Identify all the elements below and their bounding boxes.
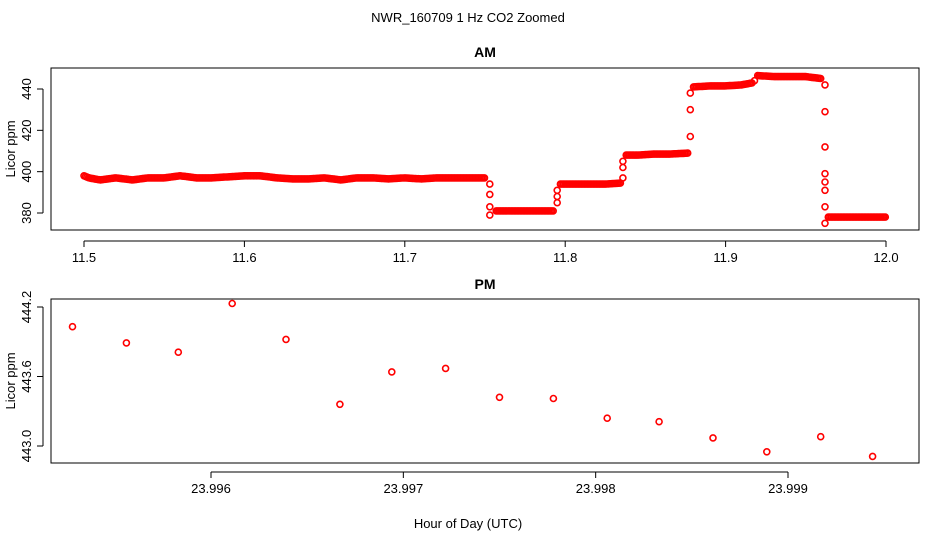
am-plot-frame [50,67,920,231]
am-y-tick-label: 400 [19,161,34,183]
am-axes: 11.5 11.6 11.7 11.8 11.9 12.0 380 400 420 440 [19,78,899,265]
pm-data-point [336,400,344,409]
am-data-point [821,169,829,178]
pm-data-point [603,414,612,423]
pm-data-point [762,447,771,456]
am-ylabel: Licor ppm [3,120,18,177]
am-y-tick-label: 380 [19,202,34,224]
pm-data-point [709,434,717,442]
pm-x-tick-label: 23.998 [576,481,616,496]
pm-data-point [68,322,77,331]
am-x-tick-label: 11.7 [393,250,417,265]
am-x-tick-label: 12.0 [873,250,898,265]
am-data-point [821,178,829,186]
am-y-tick-label: 420 [19,119,34,141]
am-data-point [686,105,695,114]
pm-data-points [68,299,877,461]
am-x-tick-label: 11.8 [553,250,577,265]
am-data-point [485,211,494,219]
am-data-point [619,174,627,182]
am-data-point [821,219,829,228]
am-data-point [485,180,494,188]
am-data-point [619,163,627,172]
pm-x-tick-label: 23.999 [768,481,808,496]
figure-title: NWR_160709 1 Hz CO2 Zoomed [371,10,565,25]
am-data-point [686,132,695,141]
am-x-tick-label: 11.9 [713,250,737,265]
am-data-point [553,198,562,207]
pm-y-tick-label: 444.2 [19,291,34,324]
pm-y-tick-label: 443.6 [19,360,34,393]
pm-data-point [868,452,877,461]
am-data-point [553,192,562,201]
pm-plot-frame [50,298,920,464]
am-data-points [80,71,890,228]
am-data-point [821,203,829,211]
pm-ylabel: Licor ppm [3,352,18,409]
am-panel: AM Licor ppm 11.5 11.6 11.7 11.8 11.9 12.0 380… [3,44,920,265]
pm-x-tick-label: 23.997 [383,481,423,496]
am-data-point [553,186,562,195]
pm-data-point [549,394,558,403]
am-data-point [619,157,627,166]
pm-axes: 23.996 23.997 23.998 23.999 443.0 443.6 444.2 [19,291,808,496]
pm-data-point [282,335,290,344]
am-data-point [816,74,825,83]
am-data-point [683,149,692,157]
pm-panel: PM Licor ppm 23.996 23.997 23.998 23.999 443… [3,276,920,496]
pm-data-point [655,417,663,426]
am-data-point [485,190,494,199]
am-data-point [686,89,695,97]
pm-y-tick-label: 443.0 [19,430,34,463]
am-data-point [750,76,759,85]
pm-data-point [228,299,236,308]
pm-data-point [495,393,504,402]
pm-data-point [816,432,825,441]
am-x-tick-label: 11.6 [232,250,256,265]
pm-data-point [174,348,183,357]
figure-xlabel: Hour of Day (UTC) [414,516,522,531]
pm-data-point [122,339,131,347]
pm-x-tick-label: 23.996 [191,481,231,496]
am-data-point [485,203,494,211]
am-x-tick-label: 11.5 [72,250,96,265]
am-y-tick-label: 440 [19,78,34,100]
am-data-point [480,174,489,182]
am-data-point [549,207,558,215]
am-data-point [821,81,829,89]
am-data-point [821,143,829,151]
am-data-point [881,213,890,221]
am-data-point [821,186,829,195]
pm-data-point [441,364,450,373]
pm-data-point [387,368,396,376]
am-panel-title: AM [474,44,496,60]
pm-panel-title: PM [475,276,496,292]
am-data-point [821,107,829,116]
